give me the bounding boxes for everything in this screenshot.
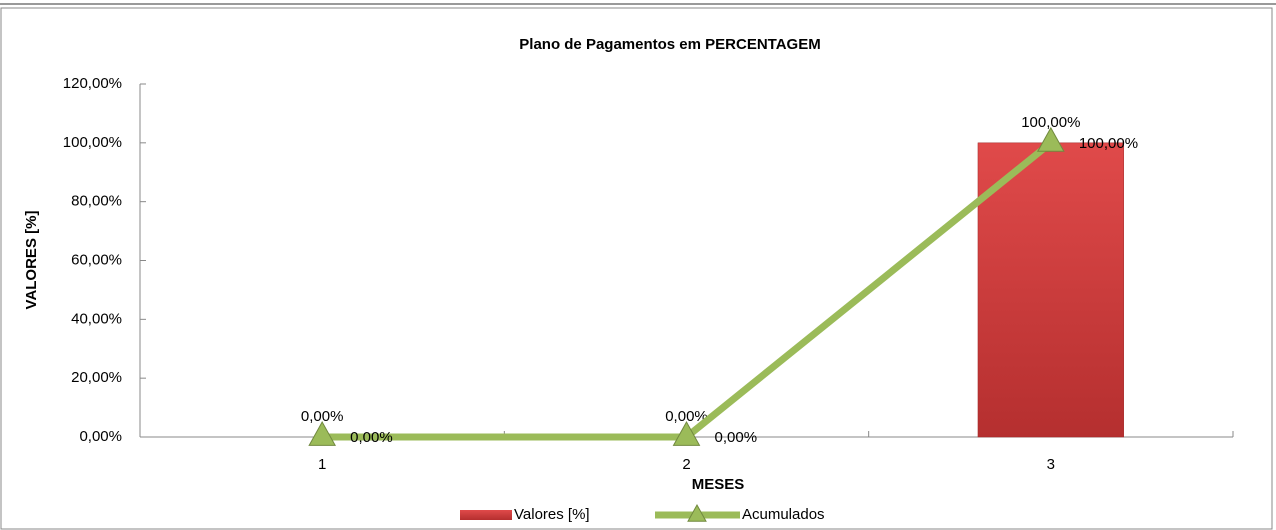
bar-value-label: 100,00% (1021, 114, 1080, 131)
y-tick-label: 100,00% (63, 134, 122, 151)
chart-title: Plano de Pagamentos em PERCENTAGEM (519, 36, 820, 53)
x-axis-label: MESES (692, 476, 745, 493)
bar-value-label: 0,00% (665, 408, 708, 425)
x-tick-label: 3 (1047, 456, 1055, 473)
legend-marker (687, 503, 707, 522)
line-value-label: 0,00% (350, 429, 393, 446)
y-tick-label: 60,00% (71, 251, 122, 268)
x-tick-label: 1 (318, 456, 326, 473)
x-tick-label: 2 (682, 456, 690, 473)
line-value-label: 100,00% (1079, 135, 1138, 152)
y-tick-label: 120,00% (63, 75, 122, 92)
line-marker (1036, 126, 1065, 152)
legend-label: Valores [%] (514, 506, 590, 523)
y-tick-label: 0,00% (79, 428, 122, 445)
line-marker (308, 420, 337, 446)
bar-value-label: 0,00% (301, 408, 344, 425)
legend-swatch (460, 510, 512, 520)
line-marker (672, 420, 701, 446)
bar (977, 142, 1124, 438)
y-axis-label: VALORES [%] (23, 211, 40, 310)
line-value-label: 0,00% (715, 429, 758, 446)
y-tick-label: 20,00% (71, 369, 122, 386)
legend-label: Acumulados (742, 506, 825, 523)
y-tick-label: 40,00% (71, 310, 122, 327)
y-tick-label: 80,00% (71, 193, 122, 210)
